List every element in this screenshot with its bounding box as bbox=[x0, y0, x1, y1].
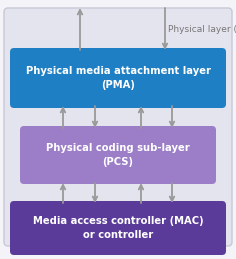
FancyBboxPatch shape bbox=[10, 48, 226, 108]
Text: Physical layer (PHY): Physical layer (PHY) bbox=[168, 25, 236, 33]
FancyBboxPatch shape bbox=[10, 201, 226, 255]
Text: Physical media attachment layer
(PMA): Physical media attachment layer (PMA) bbox=[25, 66, 211, 90]
FancyBboxPatch shape bbox=[20, 126, 216, 184]
FancyBboxPatch shape bbox=[4, 8, 232, 246]
Text: Physical coding sub-layer
(PCS): Physical coding sub-layer (PCS) bbox=[46, 143, 190, 167]
Text: Media access controller (MAC)
or controller: Media access controller (MAC) or control… bbox=[33, 217, 203, 240]
